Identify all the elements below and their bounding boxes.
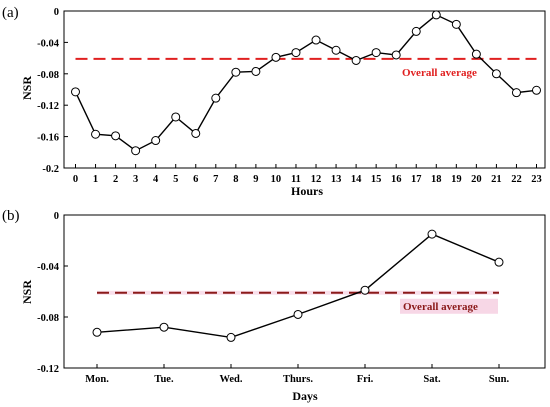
- panel-b-plot-area: 0 -0.04 -0.08 -0.12 Mon. Tue. Wed. Thurs. Fri. Sa…: [37, 211, 546, 385]
- panel-b-x-tick-label: Mon.: [85, 374, 109, 385]
- panel-b-x-tick-label: Wed.: [219, 374, 242, 385]
- panel-a-y-axis-label: NSR: [20, 76, 34, 100]
- panel-a-y-tick-label: -0.16: [37, 133, 59, 144]
- panel-b-data-point: [427, 229, 437, 239]
- panel-a-x-tick-label: 12: [311, 174, 322, 185]
- panel-a-label: (a): [2, 5, 19, 21]
- panel-a-frame: [63, 10, 546, 169]
- panel-a-data-point: [231, 67, 241, 77]
- panel-b: (b) NSR Days 0 -0.04 -0.08 -0.12 Mon. Tue. Wed…: [2, 208, 546, 403]
- panel-a-data-point: [331, 45, 341, 55]
- panel-a-plot-area: 0-0.04-0.08-0.12-0.16-0.20 1 2 3 4 5 6 7 8 9 10 11 1…: [37, 7, 546, 185]
- panel-a-y-tick-label: -0.2: [42, 164, 59, 175]
- panel-a-data-point: [171, 112, 181, 122]
- panel-b-data-point: [494, 257, 504, 267]
- panel-a-data-point: [111, 131, 121, 141]
- panel-a-x-tick-label: 4: [153, 174, 159, 185]
- panel-a-x-tick-label: 16: [391, 174, 402, 185]
- panel-a-y-tick-label: 0: [54, 7, 59, 18]
- panel-b-x-axis-label: Days: [292, 389, 318, 403]
- panel-a-data-point: [532, 85, 541, 95]
- panel-a-data-point: [491, 69, 501, 79]
- panel-a-series-line: [74, 14, 537, 152]
- panel-a-x-tick-label: 0: [73, 174, 78, 185]
- panel-b-y-axis-label: NSR: [20, 280, 34, 304]
- panel-a-x-tick-label: 7: [213, 174, 218, 185]
- panel-a-y-tick-label: -0.04: [37, 38, 60, 49]
- panel-b-x-tick-label: Sat.: [423, 374, 441, 385]
- panel-a-x-tick-label: 1: [93, 174, 98, 185]
- panel-a-x-tick-label: 19: [451, 174, 462, 185]
- panel-b-x-tick-label: Tue.: [154, 374, 174, 385]
- panel-a-x-tick-label: 10: [271, 174, 282, 185]
- panel-a-data-point: [411, 26, 421, 36]
- panel-a-x-tick-label: 15: [371, 174, 382, 185]
- panel-a-x-tick-label: 13: [331, 174, 342, 185]
- panel-a-average-label: Overall average: [402, 67, 477, 79]
- panel-a-x-tick-label: 14: [351, 174, 362, 185]
- panel-a-data-point: [311, 35, 321, 45]
- panel-b-series-line: [96, 233, 500, 339]
- panel-a-data-point: [511, 88, 521, 98]
- panel-a-data-point: [291, 48, 301, 58]
- panel-a: (a) NSR Hours 0 -0.04 -0.08 -0.12 -0.16 -0.2 0…: [2, 5, 546, 198]
- panel-a-data-point: [211, 93, 221, 103]
- panel-a-x-tick-label: 2: [113, 174, 118, 185]
- panel-b-x-tick-label: Sun.: [489, 374, 510, 385]
- panel-a-x-tick-label: 18: [431, 174, 442, 185]
- panel-b-data-point: [92, 327, 102, 337]
- panel-b-x-tick-label: Thurs.: [283, 374, 313, 385]
- panel-a-data-point: [151, 136, 161, 146]
- panel-b-y-tick-label: -0.04: [37, 262, 60, 273]
- panel-b-x-tick-label: Fri.: [357, 374, 374, 385]
- panel-b-y-tick-label: -0.12: [37, 364, 59, 375]
- panel-a-x-tick-label: 11: [291, 174, 301, 185]
- panel-a-x-tick-label: 5: [173, 174, 178, 185]
- panel-a-data-point: [451, 19, 461, 29]
- panel-a-y-tick-label: -0.12: [37, 101, 59, 112]
- panel-a-x-tick-label: 3: [133, 174, 138, 185]
- panel-a-data-point: [251, 66, 261, 76]
- panel-b-data-point: [360, 285, 370, 295]
- panel-a-x-tick-label: 8: [233, 174, 238, 185]
- panel-a-x-tick-label: 17: [411, 174, 422, 185]
- panel-b-label: (b): [2, 208, 20, 224]
- panel-a-data-point: [191, 128, 201, 138]
- panel-a-x-tick-label: 23: [531, 174, 542, 185]
- panel-b-average-label-bg: [400, 298, 498, 314]
- panel-a-data-point: [471, 49, 481, 59]
- panel-a-data-point: [91, 129, 101, 139]
- panel-b-data-point: [226, 332, 236, 342]
- panel-a-x-tick-label: 6: [193, 174, 198, 185]
- panel-a-x-tick-label: 22: [511, 174, 522, 185]
- panel-a-x-tick-label: 20: [471, 174, 482, 185]
- panel-a-data-point: [391, 50, 401, 60]
- panel-a-data-point: [431, 10, 441, 20]
- panel-a-data-point: [71, 87, 80, 97]
- panel-b-data-point: [293, 309, 303, 319]
- panel-b-y-tick-label: -0.08: [37, 313, 59, 324]
- panel-b-y-tick-label: 0: [54, 211, 59, 222]
- panel-a-y-tick-label: -0.08: [37, 70, 59, 81]
- panel-a-x-axis-label: Hours: [291, 184, 323, 198]
- panel-a-data-point: [131, 146, 141, 156]
- panel-a-data-point: [371, 48, 381, 58]
- panel-b-frame: [63, 214, 546, 369]
- panel-a-data-point: [351, 55, 361, 65]
- panel-a-data-point: [271, 52, 281, 62]
- panel-b-average-label: Overall average: [403, 301, 478, 313]
- panel-a-x-tick-label: 9: [253, 174, 258, 185]
- panel-a-x-tick-label: 21: [491, 174, 502, 185]
- panel-b-data-point: [159, 322, 169, 332]
